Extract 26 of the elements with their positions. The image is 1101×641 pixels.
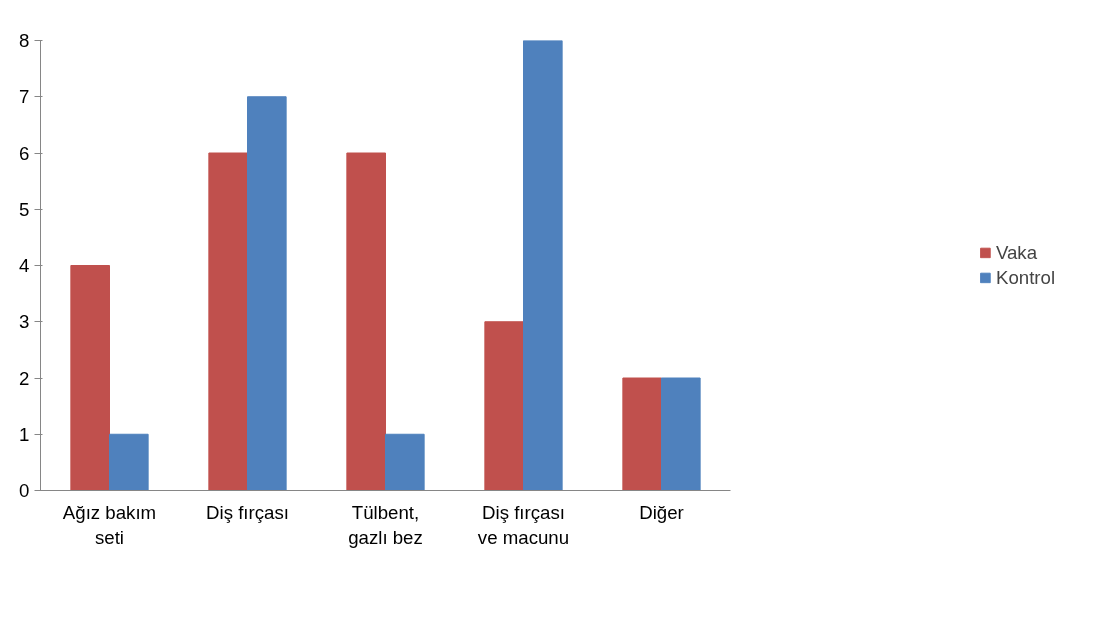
bar bbox=[661, 377, 701, 491]
bar bbox=[523, 40, 563, 491]
legend-label: Vaka bbox=[995, 241, 1038, 264]
y-tick-label: 3 bbox=[19, 311, 30, 333]
y-tick-label: 0 bbox=[19, 480, 30, 501]
bar bbox=[109, 433, 149, 491]
legend-label: Kontrol bbox=[995, 266, 1056, 289]
y-tick-label: 7 bbox=[19, 86, 30, 108]
y-tick-label: 8 bbox=[19, 30, 30, 51]
x-tick-label: Diş fırçası bbox=[206, 501, 289, 523]
y-tick-label: 1 bbox=[19, 423, 30, 445]
bar bbox=[346, 152, 386, 491]
y-tick-label: 2 bbox=[19, 367, 30, 389]
bar bbox=[385, 433, 425, 491]
bar bbox=[484, 321, 524, 491]
bar bbox=[247, 96, 287, 491]
x-tick-label: Diş fırçası ve macunu bbox=[477, 501, 570, 548]
bar bbox=[208, 152, 248, 491]
y-tick-label: 4 bbox=[19, 255, 30, 276]
x-tick-label: Ağız bakım seti bbox=[62, 501, 157, 548]
x-tick-label: Diğer bbox=[639, 501, 684, 523]
y-tick-label: 5 bbox=[19, 198, 30, 220]
bar bbox=[70, 265, 110, 491]
bar bbox=[622, 377, 662, 491]
y-tick-label: 6 bbox=[19, 142, 30, 164]
x-tick-label: Tülbent, gazlı bez bbox=[348, 501, 423, 548]
